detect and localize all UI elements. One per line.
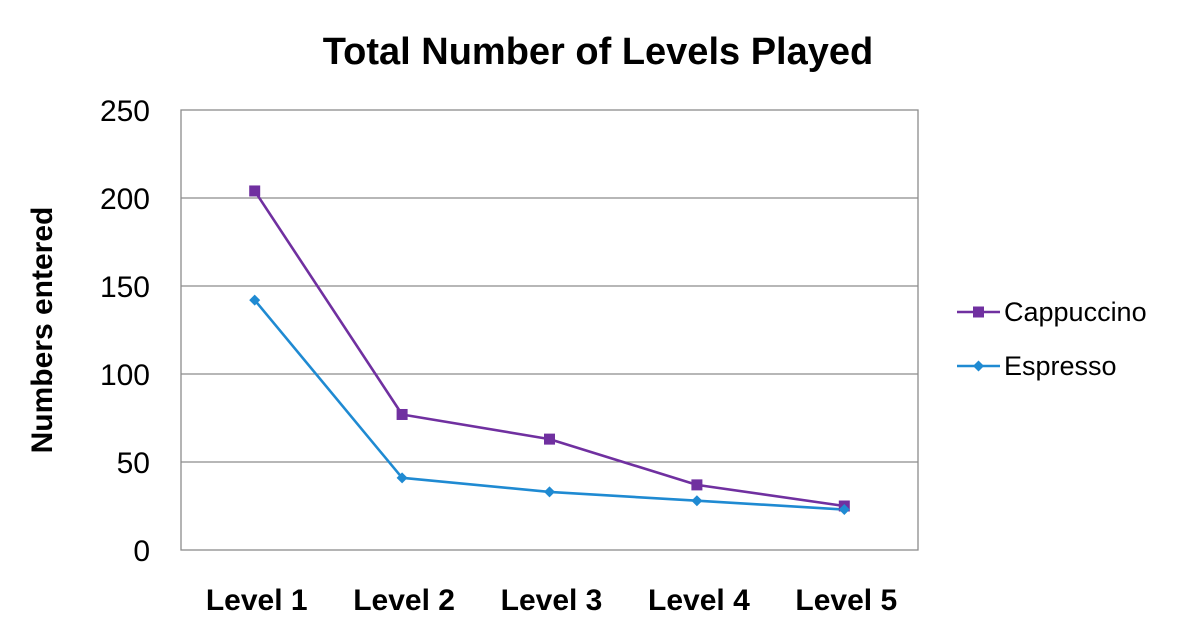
cappuccino-data-point bbox=[249, 185, 261, 197]
x-tick-label: Level 3 bbox=[501, 584, 603, 617]
y-tick-label: 0 bbox=[133, 535, 150, 568]
espresso-data-point bbox=[544, 486, 555, 498]
chart-title: Total Number of Levels Played bbox=[323, 31, 873, 73]
x-tick-label: Level 4 bbox=[648, 584, 750, 617]
y-axis-label: Numbers entered bbox=[26, 207, 59, 454]
legend-label: Espresso bbox=[1004, 351, 1117, 381]
y-tick-label: 200 bbox=[100, 183, 150, 216]
espresso-data-point bbox=[249, 294, 261, 306]
x-axis-ticks: Level 1 Level 2 Level 3 Level 4 Level 5 bbox=[206, 584, 897, 617]
espresso-data-point bbox=[396, 472, 408, 484]
gridlines bbox=[181, 197, 918, 463]
legend-marker bbox=[973, 360, 984, 372]
x-tick-label: Level 2 bbox=[353, 584, 455, 617]
y-tick-label: 50 bbox=[117, 447, 150, 480]
y-tick-label: 250 bbox=[100, 95, 150, 128]
espresso-series-line bbox=[253, 299, 845, 511]
cappuccino-data-point bbox=[691, 479, 703, 491]
y-axis-ticks: 0 50 100 150 200 250 bbox=[100, 95, 150, 568]
cappuccino-data-point bbox=[396, 408, 408, 420]
cappuccino-data-point bbox=[544, 433, 555, 445]
legend-item-cappuccino: Cappuccino bbox=[957, 297, 1147, 327]
cappuccino-series-line bbox=[253, 190, 845, 508]
legend-item-espresso: Espresso bbox=[957, 351, 1117, 381]
y-tick-label: 150 bbox=[100, 271, 150, 304]
legend-marker bbox=[973, 306, 984, 318]
legend: Cappuccino Espresso bbox=[957, 297, 1147, 381]
y-tick-label: 100 bbox=[100, 359, 150, 392]
espresso-data-point bbox=[691, 495, 703, 507]
x-tick-label: Level 1 bbox=[206, 584, 308, 617]
espresso-data-point bbox=[838, 504, 850, 516]
x-tick-label: Level 5 bbox=[795, 584, 897, 617]
plot-frame bbox=[180, 109, 919, 551]
legend-label: Cappuccino bbox=[1004, 297, 1147, 327]
series-markers bbox=[249, 185, 850, 516]
